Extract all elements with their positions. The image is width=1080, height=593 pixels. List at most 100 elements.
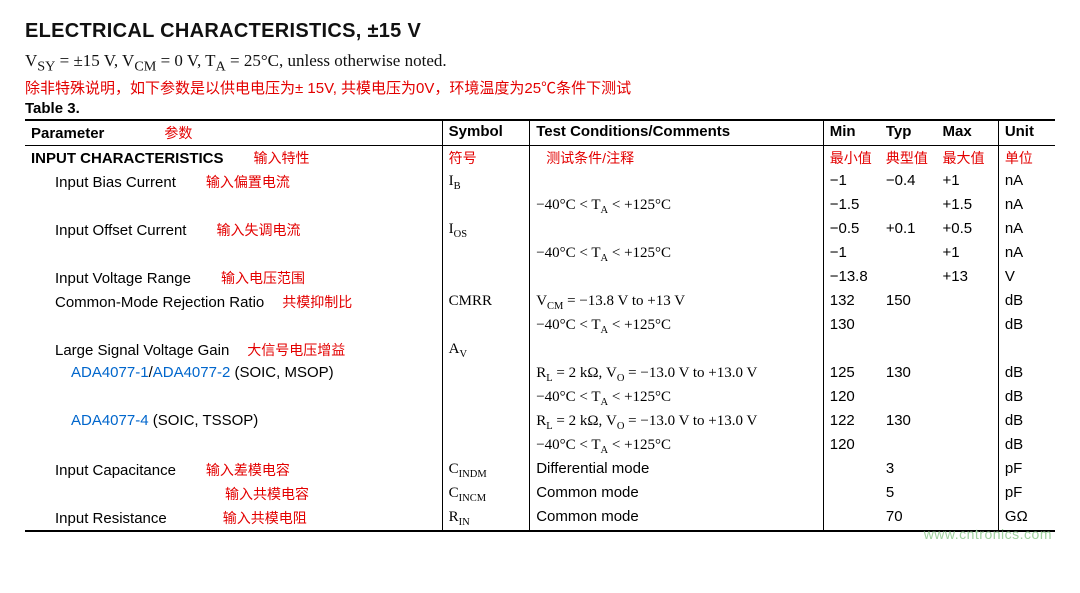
table-cell: VCM = −13.8 V to +13 V	[530, 290, 824, 314]
table-cell: +0.1	[880, 218, 937, 242]
table-cell	[880, 314, 937, 338]
table-row: −40°C < TA < +125°C120 dB	[25, 434, 1055, 458]
table-cell	[937, 386, 999, 410]
table-cell: 3	[880, 458, 937, 482]
table-cell	[823, 482, 880, 506]
table-cell: −40°C < TA < +125°C	[530, 194, 824, 218]
table-cell: RIN	[442, 506, 530, 531]
table-cell	[530, 266, 824, 290]
table-cell: Common mode	[530, 506, 824, 531]
table-cell: 120	[823, 434, 880, 458]
table-cell: 122	[823, 410, 880, 434]
table-cell	[25, 314, 442, 338]
table-cell	[823, 506, 880, 531]
table-cell	[937, 482, 999, 506]
table-cell: Input Capacitance输入差模电容	[25, 458, 442, 482]
table-cell: 符号	[442, 146, 530, 171]
table-row: −40°C < TA < +125°C130dB	[25, 314, 1055, 338]
table-cell: Common-Mode Rejection Ratio共模抑制比	[25, 290, 442, 314]
table-header-row: Parameter参数 Symbol Test Conditions/Comme…	[25, 120, 1055, 146]
table-row: Input Resistance输入共模电阻RINCommon mode70GΩ	[25, 506, 1055, 531]
section-title: ELECTRICAL CHARACTERISTICS, ±15 V	[25, 20, 1055, 43]
table-cell: −1	[823, 242, 880, 266]
table-cell	[25, 242, 442, 266]
table-cell: dB	[998, 362, 1055, 386]
table-cell: 5	[880, 482, 937, 506]
table-cell: dB	[998, 386, 1055, 410]
table-cell	[25, 194, 442, 218]
table-cell: CMRR	[442, 290, 530, 314]
table-cell	[937, 458, 999, 482]
table-cell: dB	[998, 290, 1055, 314]
table-cell	[442, 314, 530, 338]
table-cell	[823, 338, 880, 362]
table-cell: 132	[823, 290, 880, 314]
table-cell: nA	[998, 170, 1055, 194]
table-row: −40°C < TA < +125°C−1.5+1.5nA	[25, 194, 1055, 218]
table-row: Input Offset Current输入失调电流IOS−0.5+0.1+0.…	[25, 218, 1055, 242]
th-symbol: Symbol	[442, 120, 530, 146]
table-cell: −40°C < TA < +125°C	[530, 314, 824, 338]
table-cell	[880, 194, 937, 218]
table-row: Input Capacitance输入差模电容CINDMDifferential…	[25, 458, 1055, 482]
table-cell: 130	[880, 410, 937, 434]
table-cell: dB	[998, 314, 1055, 338]
test-conditions-cn: 除非特殊说明，如下参数是以供电电压为± 15V, 共模电压为0V，环境温度为25…	[25, 77, 1055, 98]
table-body: INPUT CHARACTERISTICS输入特性符号测试条件/注释最小值典型值…	[25, 146, 1055, 532]
table-cell: pF	[998, 458, 1055, 482]
table-cell	[998, 338, 1055, 362]
table-cell	[880, 338, 937, 362]
table-cell: Differential mode	[530, 458, 824, 482]
table-cell	[442, 362, 530, 386]
table-cell: −40°C < TA < +125°C	[530, 434, 824, 458]
table-cell: ADA4077-1/ADA4077-2 (SOIC, MSOP)	[25, 362, 442, 386]
table-cell: V	[998, 266, 1055, 290]
table-cell	[880, 386, 937, 410]
table-cell: Input Offset Current输入失调电流	[25, 218, 442, 242]
table-cell	[937, 434, 999, 458]
table-cell: −40°C < TA < +125°C	[530, 242, 824, 266]
table-cell: Input Bias Current输入偏置电流	[25, 170, 442, 194]
table-cell: +1.5	[937, 194, 999, 218]
table-cell: +1	[937, 170, 999, 194]
table-cell	[442, 410, 530, 434]
table-cell: 单位	[998, 146, 1055, 171]
characteristics-table: Parameter参数 Symbol Test Conditions/Comme…	[25, 119, 1055, 532]
table-cell: +13	[937, 266, 999, 290]
table-cell	[530, 170, 824, 194]
table-cell: −0.4	[880, 170, 937, 194]
table-cell: dB	[998, 434, 1055, 458]
table-cell	[880, 434, 937, 458]
table-cell: Large Signal Voltage Gain大信号电压增益	[25, 338, 442, 362]
table-cell: −1	[823, 170, 880, 194]
table-cell: 120	[823, 386, 880, 410]
table-cell: dB	[998, 410, 1055, 434]
table-cell	[937, 410, 999, 434]
table-cell: 最小值	[823, 146, 880, 171]
table-cell: CINDM	[442, 458, 530, 482]
table-cell	[25, 434, 442, 458]
table-cell: RL = 2 kΩ, VO = −13.0 V to +13.0 V	[530, 362, 824, 386]
table-cell: 130	[880, 362, 937, 386]
table-cell	[442, 386, 530, 410]
table-cell: INPUT CHARACTERISTICS输入特性	[25, 146, 442, 171]
table-cell	[530, 338, 824, 362]
table-row: INPUT CHARACTERISTICS输入特性符号测试条件/注释最小值典型值…	[25, 146, 1055, 171]
table-row: Input Voltage Range输入电压范围−13.8+13V	[25, 266, 1055, 290]
table-cell: +1	[937, 242, 999, 266]
table-row: Input Bias Current输入偏置电流IB−1−0.4+1nA	[25, 170, 1055, 194]
th-unit: Unit	[998, 120, 1055, 146]
table-cell	[880, 266, 937, 290]
watermark-url: www.cntronics.com	[924, 526, 1052, 542]
table-cell: −0.5	[823, 218, 880, 242]
table-cell	[880, 242, 937, 266]
table-cell: −13.8	[823, 266, 880, 290]
table-cell: ADA4077-4 (SOIC, TSSOP)	[25, 410, 442, 434]
table-label: Table 3.	[25, 100, 1055, 117]
table-cell: 125	[823, 362, 880, 386]
table-cell	[442, 242, 530, 266]
th-typ: Typ	[880, 120, 937, 146]
table-cell: 测试条件/注释	[530, 146, 824, 171]
table-cell	[530, 218, 824, 242]
table-cell	[937, 338, 999, 362]
